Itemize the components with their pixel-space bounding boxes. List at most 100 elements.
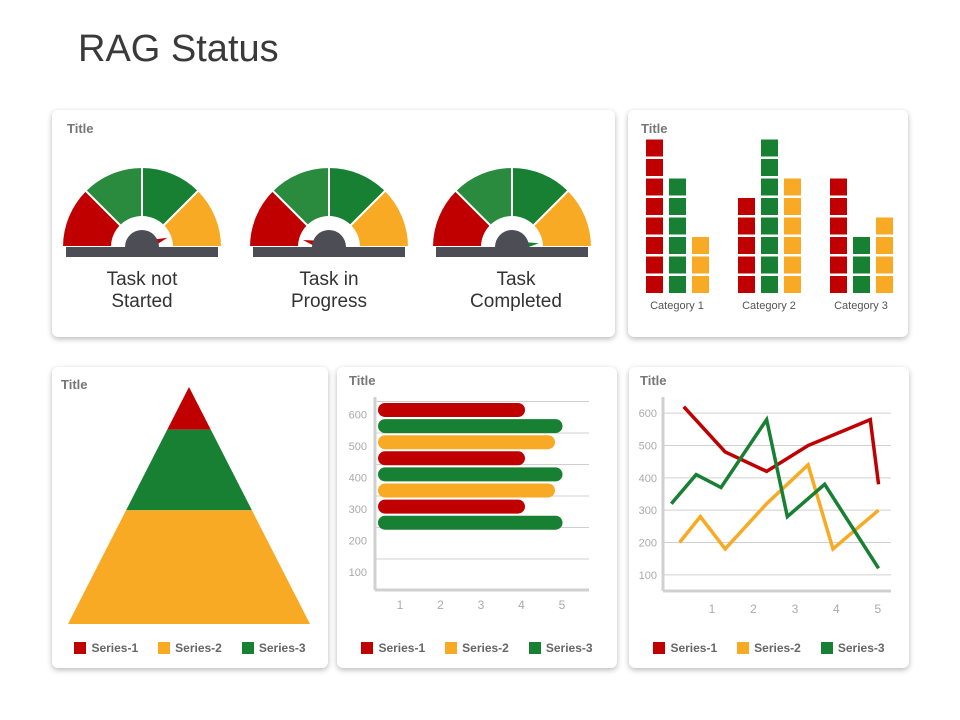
column-block bbox=[761, 139, 778, 157]
column-block bbox=[669, 237, 686, 254]
column-block bbox=[646, 237, 663, 254]
line-svg: 100 200 300 400 500 600 1 2 3 4 5 bbox=[639, 397, 891, 616]
legend-item: Series-3 bbox=[820, 641, 885, 655]
column-block bbox=[761, 178, 778, 196]
gauge-base bbox=[436, 247, 588, 257]
column-block bbox=[692, 276, 709, 293]
legend-item: Series-1 bbox=[361, 641, 425, 655]
hbar bbox=[378, 403, 525, 417]
pyramid-layer bbox=[126, 429, 252, 511]
column-block bbox=[784, 237, 801, 254]
hbar-card: Title 100 200 300 400 500 600 1 2 3 4 5 Series-1 S… bbox=[337, 367, 617, 668]
column-block bbox=[692, 237, 709, 254]
x-tick-label: 1 bbox=[709, 602, 716, 616]
column-block bbox=[646, 276, 663, 293]
gauge-hub bbox=[312, 230, 346, 247]
category-label: Category 1 bbox=[650, 300, 704, 312]
category-label: Category 2 bbox=[742, 300, 796, 312]
y-tick-label: 600 bbox=[639, 408, 657, 420]
y-tick-label: 500 bbox=[349, 441, 367, 453]
gauges-card: Title Task not Started Task in Progress Ta… bbox=[52, 110, 615, 337]
x-tick-label: 2 bbox=[750, 602, 757, 616]
pyramid-legend: Series-1 Series-2 Series-3 bbox=[52, 641, 328, 655]
column-block bbox=[761, 276, 778, 293]
legend-swatch-amber bbox=[158, 642, 171, 654]
column-block bbox=[784, 178, 801, 196]
column-block bbox=[692, 256, 709, 274]
column-block bbox=[761, 256, 778, 274]
column-block bbox=[853, 276, 870, 293]
column-block bbox=[784, 198, 801, 215]
y-tick-label: 100 bbox=[639, 570, 657, 582]
column-block bbox=[761, 198, 778, 215]
gauge-hub bbox=[495, 230, 529, 247]
legend-swatch-red bbox=[361, 642, 374, 654]
gauge-hub bbox=[125, 230, 159, 247]
pyramid-layer bbox=[68, 510, 310, 624]
gauge-base bbox=[66, 247, 218, 257]
gauges-svg bbox=[60, 165, 594, 278]
legend-swatch-amber bbox=[445, 642, 458, 654]
x-tick-label: 5 bbox=[559, 598, 566, 612]
column-block bbox=[646, 256, 663, 274]
x-tick-label: 3 bbox=[478, 598, 485, 612]
gauges-card-title: Title bbox=[67, 121, 94, 136]
column-block bbox=[646, 217, 663, 235]
gauge-label-not-started: Task not Started bbox=[106, 269, 178, 312]
x-tick-label: 1 bbox=[397, 598, 404, 612]
column-block bbox=[761, 217, 778, 235]
column-block bbox=[646, 139, 663, 157]
hbar bbox=[378, 515, 563, 530]
column-block bbox=[784, 276, 801, 293]
column-block bbox=[830, 198, 847, 215]
x-tick-label: 2 bbox=[437, 598, 444, 612]
legend-item: Series-2 bbox=[445, 641, 509, 655]
page-title: RAG Status bbox=[78, 28, 279, 70]
hbar-title: Title bbox=[349, 373, 376, 388]
pyramid-card: Title Series-1 Series-2 Series-3 bbox=[52, 367, 328, 668]
column-block bbox=[830, 217, 847, 235]
legend-item: Series-2 bbox=[158, 641, 222, 655]
column-block bbox=[853, 237, 870, 254]
y-tick-label: 200 bbox=[639, 538, 657, 550]
column-block bbox=[830, 256, 847, 274]
hbar bbox=[378, 483, 555, 498]
y-tick-label: 200 bbox=[349, 536, 367, 548]
column-block bbox=[738, 276, 755, 293]
hbar bbox=[378, 435, 555, 450]
pyramid-svg bbox=[68, 387, 310, 624]
column-block bbox=[669, 256, 686, 274]
column-block bbox=[646, 159, 663, 176]
pyramid-layer bbox=[167, 387, 211, 430]
column-block bbox=[830, 178, 847, 196]
x-tick-label: 5 bbox=[874, 602, 881, 616]
y-tick-label: 400 bbox=[349, 473, 367, 485]
block-chart-card: Title Category 1 Category 2 Category 3 bbox=[628, 110, 908, 337]
column-block bbox=[738, 237, 755, 254]
series-line bbox=[682, 405, 881, 485]
x-tick-label: 4 bbox=[833, 602, 840, 616]
y-tick-label: 300 bbox=[639, 505, 657, 517]
column-block bbox=[784, 256, 801, 274]
legend-swatch-green bbox=[820, 642, 833, 654]
y-tick-label: 400 bbox=[639, 473, 657, 485]
legend-swatch-green bbox=[528, 642, 541, 654]
hbar bbox=[378, 499, 525, 514]
column-block bbox=[738, 256, 755, 274]
hbar bbox=[378, 467, 563, 482]
block-chart-title: Title bbox=[641, 121, 668, 136]
pyramid-title: Title bbox=[61, 377, 88, 392]
y-tick-label: 300 bbox=[349, 504, 367, 516]
legend-item: Series-3 bbox=[241, 641, 306, 655]
column-block bbox=[876, 237, 893, 254]
hbar bbox=[378, 419, 563, 434]
gauge-label-completed: Task Completed bbox=[470, 269, 562, 312]
column-block bbox=[853, 256, 870, 274]
legend-item: Series-1 bbox=[653, 641, 717, 655]
column-block bbox=[669, 217, 686, 235]
gauge-label-in-progress: Task in Progress bbox=[290, 269, 368, 312]
series-line bbox=[669, 415, 881, 570]
column-block bbox=[830, 237, 847, 254]
column-block bbox=[784, 217, 801, 235]
gauge-base bbox=[253, 247, 405, 257]
